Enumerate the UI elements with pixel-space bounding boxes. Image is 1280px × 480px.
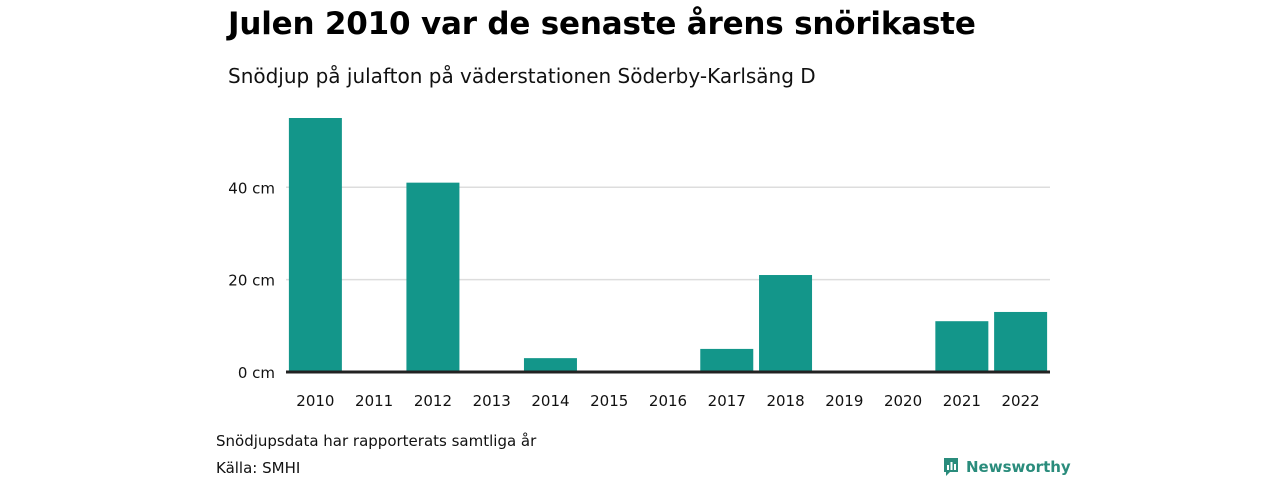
brand-name: Newsworthy [966, 458, 1071, 476]
x-tick-label: 2017 [708, 392, 746, 410]
x-tick-label: 2015 [590, 392, 628, 410]
y-tick-label: 40 cm [228, 179, 275, 197]
x-tick-label: 2018 [766, 392, 804, 410]
x-tick-label: 2011 [355, 392, 393, 410]
bar-2014 [523, 358, 577, 372]
newsworthy-logo-icon [944, 458, 958, 476]
x-tick-label: 2013 [473, 392, 511, 410]
bar-2021 [935, 321, 989, 372]
data-note: Snödjupsdata har rapporterats samtliga å… [216, 432, 537, 450]
bar-2012 [406, 182, 460, 372]
brand: Newsworthy [942, 456, 1071, 478]
bar-2010 [288, 118, 342, 372]
x-tick-label: 2016 [649, 392, 687, 410]
bar-2017 [700, 348, 754, 372]
y-tick-label: 0 cm [238, 364, 275, 382]
bar-2018 [759, 275, 813, 372]
x-tick-label: 2020 [884, 392, 922, 410]
y-tick-label: 20 cm [228, 272, 275, 290]
bar-2022 [994, 311, 1048, 372]
bar-chart: 0 cm 20 cm 40 cm 2010 2011 2012 2013 2014 2015 20… [228, 118, 1050, 410]
x-tick-label: 2010 [296, 392, 334, 410]
x-tick-label: 2021 [943, 392, 981, 410]
source-label: Källa: SMHI [216, 459, 301, 477]
x-tick-label: 2012 [414, 392, 452, 410]
x-tick-label: 2022 [1002, 392, 1040, 410]
chart-subtitle: Snödjup på julafton på väderstationen Sö… [228, 64, 816, 88]
x-tick-label: 2019 [825, 392, 863, 410]
chart-title: Julen 2010 var de senaste årens snörikas… [228, 6, 976, 42]
x-tick-label: 2014 [531, 392, 569, 410]
